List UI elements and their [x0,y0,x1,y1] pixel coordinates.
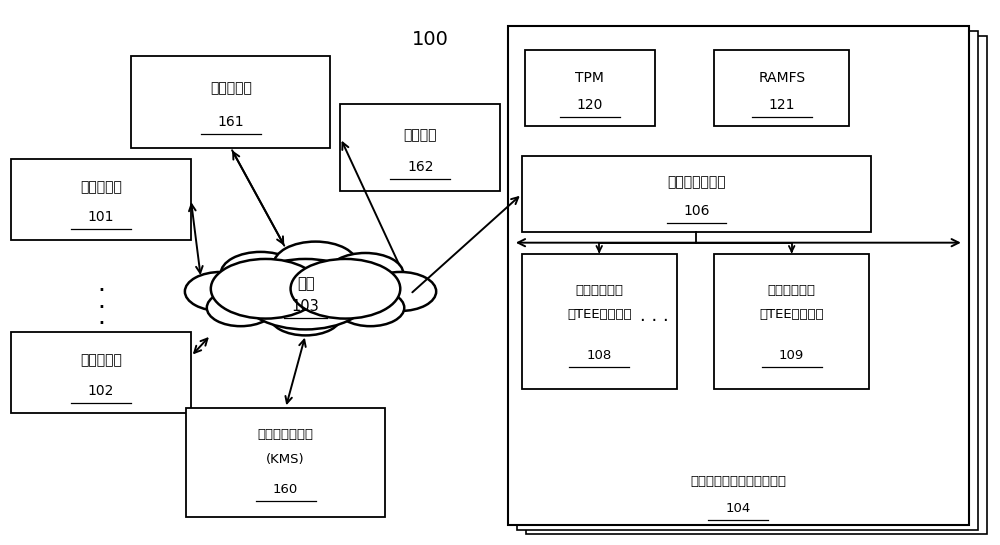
Circle shape [185,272,257,311]
Text: 不可旁路的网关: 不可旁路的网关 [667,175,726,190]
FancyBboxPatch shape [11,159,191,240]
Circle shape [241,259,370,329]
FancyBboxPatch shape [508,26,969,525]
Text: 106: 106 [683,204,710,217]
Text: 101: 101 [88,210,114,224]
FancyBboxPatch shape [522,253,677,389]
Text: 密鑰管理服务器: 密鑰管理服务器 [258,428,314,440]
Text: （TEE）工作器: （TEE）工作器 [567,308,632,321]
Text: 109: 109 [779,349,804,362]
Text: 100: 100 [412,30,449,49]
Circle shape [274,241,357,287]
Circle shape [336,289,404,326]
Text: 108: 108 [587,349,612,362]
Text: 客户端设备: 客户端设备 [80,354,122,368]
Circle shape [196,234,415,354]
Text: ·: · [97,296,105,320]
Text: 160: 160 [273,483,298,496]
Circle shape [207,289,275,326]
Text: 161: 161 [217,115,244,129]
Circle shape [291,259,400,319]
FancyBboxPatch shape [517,31,978,530]
FancyBboxPatch shape [131,56,330,148]
FancyBboxPatch shape [186,408,385,517]
FancyBboxPatch shape [525,50,655,126]
Text: TPM: TPM [575,71,604,85]
Text: ·: · [97,312,105,336]
Text: 103: 103 [292,299,319,313]
FancyBboxPatch shape [522,156,871,232]
Text: 可信执行环境: 可信执行环境 [768,283,816,296]
Circle shape [270,296,341,335]
Text: 客户端设备: 客户端设备 [80,180,122,194]
FancyBboxPatch shape [714,253,869,389]
Text: 102: 102 [88,384,114,398]
Text: 120: 120 [577,98,603,112]
Circle shape [211,259,321,319]
Text: （TEE）工作器: （TEE）工作器 [759,308,824,321]
Text: 104: 104 [726,502,751,515]
Text: 121: 121 [768,98,795,112]
FancyBboxPatch shape [11,332,191,414]
Text: 网络: 网络 [297,276,314,291]
Text: RAMFS: RAMFS [758,71,805,85]
Text: 服务供应商: 服务供应商 [210,81,252,95]
Text: 数据处理系统（例如主机）: 数据处理系统（例如主机） [690,475,786,488]
Circle shape [221,252,301,295]
FancyBboxPatch shape [340,105,500,191]
Text: 可信执行环境: 可信执行环境 [575,283,623,296]
Text: 云运营商: 云运营商 [403,128,437,142]
Text: 162: 162 [407,160,433,174]
Text: ·: · [97,280,105,304]
FancyBboxPatch shape [714,50,849,126]
FancyBboxPatch shape [526,35,987,535]
Text: (KMS): (KMS) [266,452,305,465]
Circle shape [364,272,436,311]
Circle shape [327,253,403,294]
Text: · · ·: · · · [640,312,669,330]
